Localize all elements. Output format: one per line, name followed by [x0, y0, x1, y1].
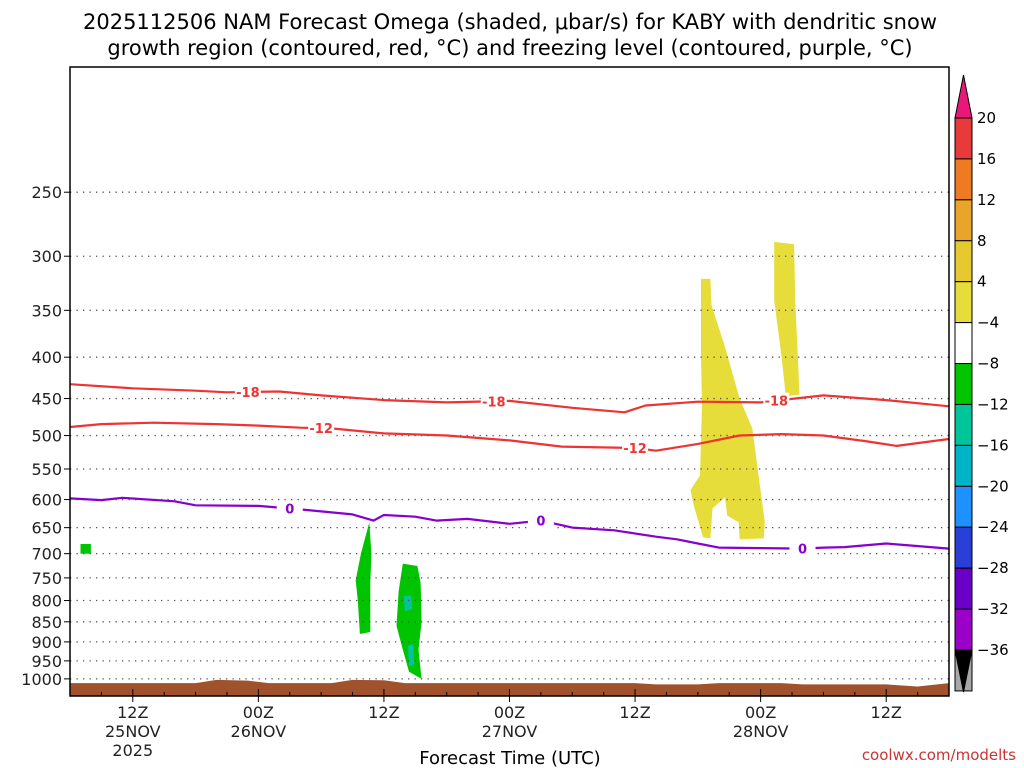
contour-line-1 — [69, 421, 950, 452]
y-axis-ticks: 2503003504004505005506006507007508008509… — [21, 183, 70, 689]
contour-label: -18 — [236, 386, 260, 401]
x-tick-label: 12Z — [368, 703, 399, 722]
y-tick-label: 900 — [31, 633, 62, 652]
credit-text: coolwx.com/modelts — [862, 746, 1016, 764]
y-tick-label: 850 — [31, 613, 62, 632]
colorbar-level-label: 4 — [977, 273, 987, 291]
contour-label-bg — [622, 439, 649, 456]
colorbar-swatch — [954, 363, 973, 405]
contour-label: -12 — [623, 442, 647, 457]
contour-line-0 — [69, 383, 950, 414]
colorbar-level-label: −28 — [977, 559, 1009, 577]
colorbar-swatch — [954, 117, 973, 160]
colorbar-level-label: 20 — [977, 109, 996, 127]
colorbar-swatch — [954, 485, 973, 528]
x-tick-label: 12Z — [619, 703, 650, 722]
x-tick-label: 00Z — [745, 703, 776, 722]
colorbar-level-label: −32 — [977, 600, 1009, 618]
colorbar-swatch — [954, 526, 973, 569]
contour-label-bg — [527, 512, 554, 529]
x-tick-label: 00Z — [243, 703, 274, 722]
colorbar-swatch — [954, 240, 973, 283]
contour-label: -12 — [309, 422, 333, 437]
y-tick-label: 250 — [31, 183, 62, 202]
y-tick-label: 650 — [31, 519, 62, 538]
colorbar-swatch — [954, 322, 973, 365]
colorbar-legend: 20 16 12 8 4 −4 −8 −12 −16 −20 −24 −28 −32 −36 — [954, 74, 1009, 693]
contour-label: -18 — [765, 395, 789, 410]
contour-label-bg — [480, 393, 507, 410]
y-tick-label: 350 — [31, 301, 62, 320]
colorbar-swatch — [954, 567, 973, 610]
colorbar-level-label: −16 — [977, 436, 1009, 454]
x-tick-label: 26NOV — [231, 722, 287, 741]
colorbar-over-arrow — [954, 74, 973, 119]
colorbar-swatch — [954, 608, 973, 651]
y-tick-label: 500 — [31, 427, 62, 446]
x-axis-label: Forecast Time (UTC) — [419, 748, 600, 768]
x-tick-label: 27NOV — [482, 722, 538, 741]
colorbar-swatch — [954, 199, 973, 242]
y-tick-label: 800 — [31, 592, 62, 611]
colorbar-level-label: −8 — [977, 355, 999, 373]
colorbar-swatch — [954, 158, 973, 201]
colorbar-swatch — [954, 403, 973, 446]
x-tick-label: 12Z — [117, 703, 148, 722]
y-tick-label: 700 — [31, 545, 62, 564]
colorbar-level-label: −12 — [977, 395, 1009, 413]
y-tick-label: 550 — [31, 460, 62, 479]
contour-line-2 — [69, 496, 950, 550]
omega-region-6 — [408, 643, 415, 667]
omega-region-0 — [690, 278, 765, 540]
ground-fill — [70, 679, 949, 696]
contour-label-bg — [763, 392, 790, 409]
contour-label-bg — [234, 383, 261, 400]
contour-label: 0 — [798, 543, 807, 558]
y-tick-label: 750 — [31, 569, 62, 588]
omega-region-4 — [80, 544, 91, 554]
y-tick-label: 950 — [31, 652, 62, 671]
y-tick-label: 450 — [31, 390, 62, 409]
temperature-contours — [69, 383, 950, 550]
colorbar-swatch — [954, 281, 973, 324]
x-tick-label: 00Z — [494, 703, 525, 722]
contour-label-bg — [276, 500, 303, 517]
ground-surface — [70, 679, 949, 696]
contour-label: 0 — [536, 515, 545, 530]
y-tick-label: 600 — [31, 491, 62, 510]
y-tick-label: 300 — [31, 247, 62, 266]
y-tick-label: 400 — [31, 348, 62, 367]
chart-title-line-1: 2025112506 NAM Forecast Omega (shaded, μ… — [83, 10, 937, 34]
y-tick-label: 1000 — [21, 670, 62, 689]
contour-labels: -18 -18 -18 -12 -12 0 0 0 — [234, 383, 816, 558]
contour-label-bg — [789, 540, 816, 557]
colorbar-level-label: −20 — [977, 477, 1009, 495]
colorbar-under-arrow — [954, 649, 973, 693]
x-tick-label: 2025 — [112, 741, 153, 760]
colorbar-level-label: 12 — [977, 191, 996, 209]
omega-shaded-regions — [80, 241, 800, 679]
omega-region-1 — [774, 241, 800, 397]
x-tick-label: 28NOV — [733, 722, 789, 741]
colorbar-level-label: 8 — [977, 232, 987, 250]
x-tick-label: 12Z — [871, 703, 902, 722]
colorbar-swatch — [954, 444, 973, 487]
omega-region-5 — [403, 595, 413, 612]
contour-label-bg — [308, 420, 335, 437]
x-tick-label: 25NOV — [105, 722, 161, 741]
chart-title-line-2: growth region (contoured, red, °C) and f… — [107, 36, 912, 60]
colorbar-level-label: −24 — [977, 518, 1009, 536]
colorbar-level-label: −4 — [977, 314, 999, 332]
contour-label: 0 — [285, 502, 294, 517]
plot-frame — [69, 66, 950, 697]
colorbar-level-label: −36 — [977, 641, 1009, 659]
colorbar-level-label: 16 — [977, 150, 996, 168]
contour-label: -18 — [482, 395, 506, 410]
